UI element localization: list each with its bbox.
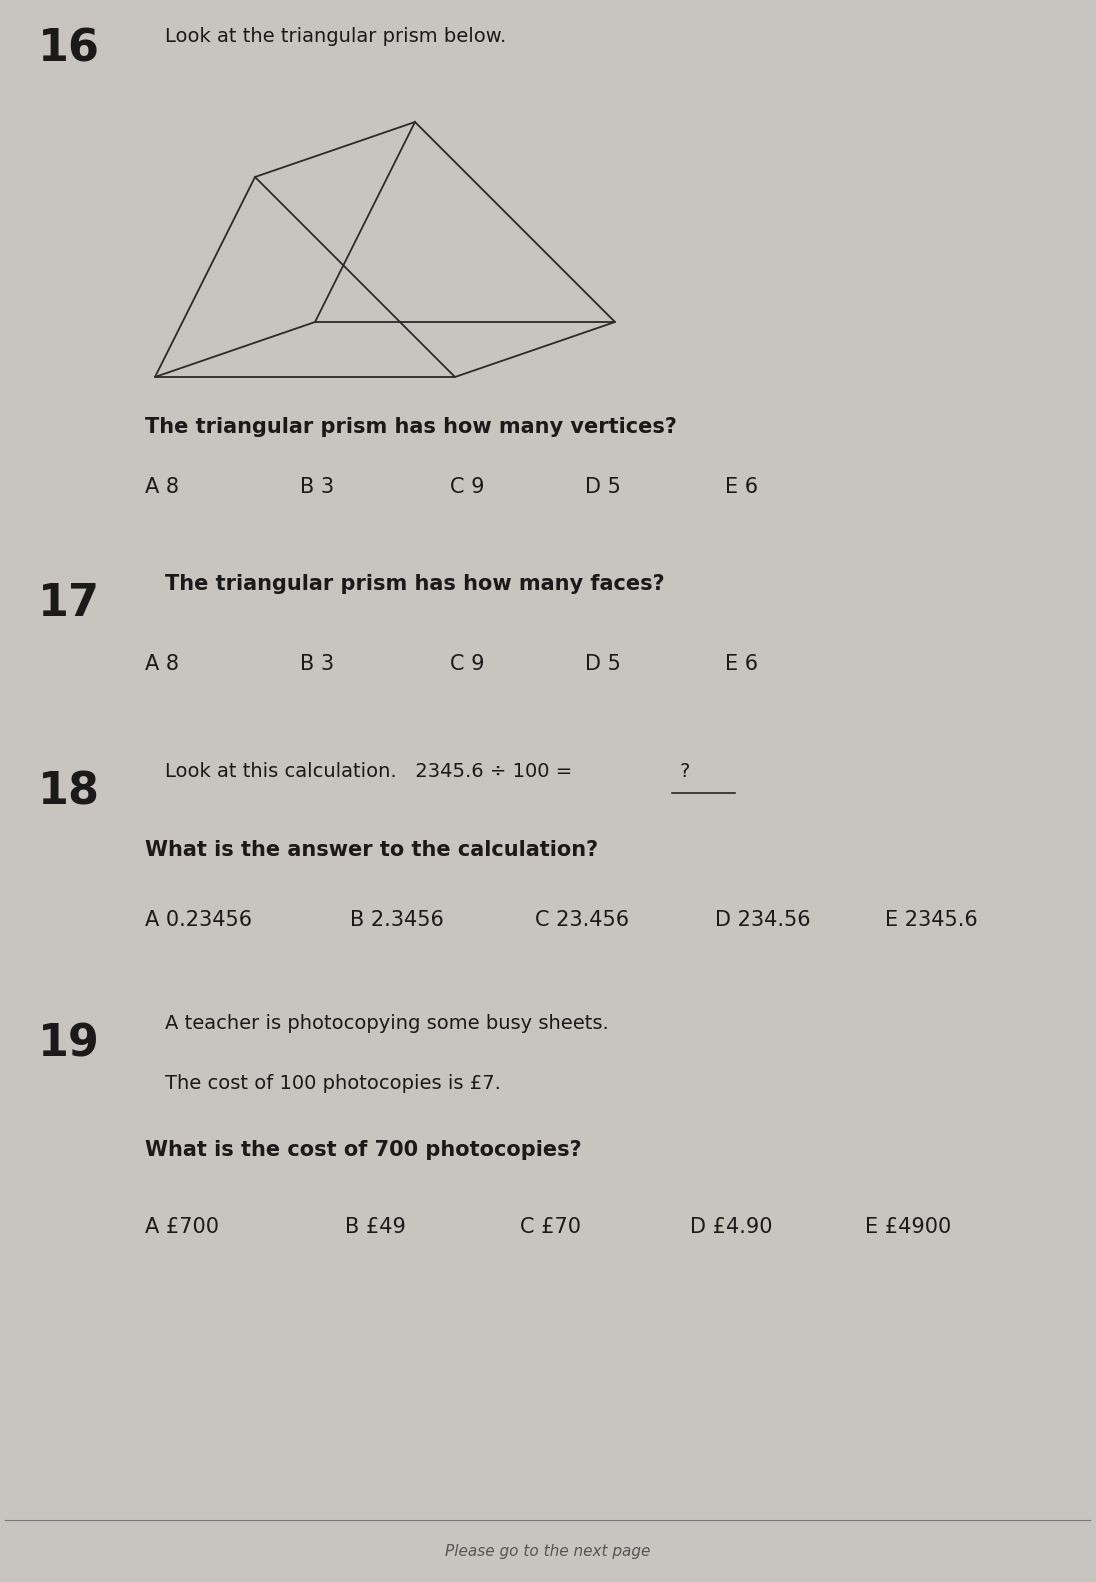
- Text: 17: 17: [38, 582, 100, 625]
- Text: D 5: D 5: [585, 478, 620, 497]
- Text: 19: 19: [38, 1022, 100, 1065]
- Text: C 9: C 9: [450, 653, 484, 674]
- Text: The cost of 100 photocopies is £7.: The cost of 100 photocopies is £7.: [165, 1074, 501, 1093]
- Text: B £49: B £49: [345, 1217, 406, 1237]
- Text: What is the answer to the calculation?: What is the answer to the calculation?: [145, 840, 598, 861]
- Text: E 6: E 6: [724, 478, 758, 497]
- Text: B 3: B 3: [300, 478, 334, 497]
- Text: C £70: C £70: [520, 1217, 581, 1237]
- Text: B 3: B 3: [300, 653, 334, 674]
- Text: C 9: C 9: [450, 478, 484, 497]
- Text: D 5: D 5: [585, 653, 620, 674]
- Text: 18: 18: [38, 770, 100, 813]
- Text: B 2.3456: B 2.3456: [350, 910, 444, 930]
- Text: A 8: A 8: [145, 478, 179, 497]
- Text: What is the cost of 700 photocopies?: What is the cost of 700 photocopies?: [145, 1141, 582, 1160]
- Text: The triangular prism has how many faces?: The triangular prism has how many faces?: [165, 574, 664, 593]
- Text: The triangular prism has how many vertices?: The triangular prism has how many vertic…: [145, 418, 677, 437]
- Text: A 8: A 8: [145, 653, 179, 674]
- Text: D £4.90: D £4.90: [690, 1217, 773, 1237]
- Text: Look at the triangular prism below.: Look at the triangular prism below.: [165, 27, 506, 46]
- Text: A £700: A £700: [145, 1217, 219, 1237]
- Text: C 23.456: C 23.456: [535, 910, 629, 930]
- Text: D 234.56: D 234.56: [715, 910, 811, 930]
- Text: E 6: E 6: [724, 653, 758, 674]
- Text: A 0.23456: A 0.23456: [145, 910, 252, 930]
- Text: Please go to the next page: Please go to the next page: [445, 1544, 651, 1558]
- Text: A teacher is photocopying some busy sheets.: A teacher is photocopying some busy shee…: [165, 1014, 608, 1033]
- Text: ?: ?: [680, 763, 690, 782]
- Text: E £4900: E £4900: [865, 1217, 951, 1237]
- Text: 16: 16: [38, 27, 100, 70]
- Text: Look at this calculation.   2345.6 ÷ 100 =: Look at this calculation. 2345.6 ÷ 100 =: [165, 763, 579, 782]
- Text: E 2345.6: E 2345.6: [884, 910, 978, 930]
